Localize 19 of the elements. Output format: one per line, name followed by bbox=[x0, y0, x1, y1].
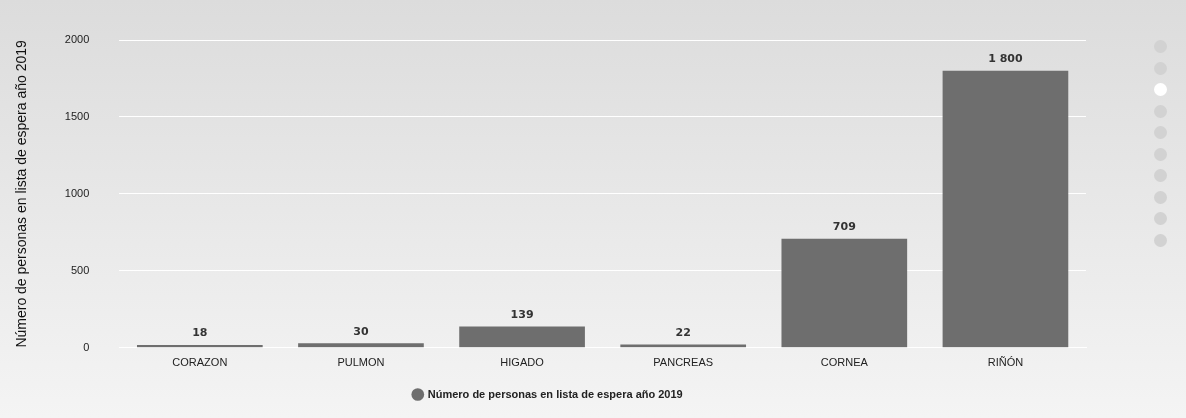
x-tick-label: PANCREAS bbox=[653, 356, 714, 369]
y-tick-label: 500 bbox=[70, 263, 90, 276]
x-tick-label: RIÑÓN bbox=[987, 356, 1024, 369]
legend-label: Número de personas en lista de espera año 2019 bbox=[427, 387, 683, 400]
x-tick-label: CORAZON bbox=[172, 356, 228, 369]
y-tick-label: 1500 bbox=[64, 109, 90, 122]
data-label: 139 bbox=[510, 307, 534, 321]
x-tick-label: HIGADO bbox=[500, 356, 545, 369]
data-label: 709 bbox=[832, 220, 856, 234]
data-label: 22 bbox=[675, 325, 691, 339]
y-tick-label: 1000 bbox=[64, 186, 90, 199]
x-tick-label: CORNEA bbox=[820, 356, 869, 369]
y-axis-title: Número de personas en lista de espera año 2019 bbox=[13, 39, 30, 348]
x-tick-label: PULMON bbox=[337, 356, 385, 369]
y-tick-label: 0 bbox=[83, 340, 90, 353]
data-label: 18 bbox=[192, 326, 208, 340]
data-label: 30 bbox=[353, 324, 369, 338]
data-label: 1 800 bbox=[988, 52, 1023, 66]
y-tick-label: 2000 bbox=[64, 33, 90, 46]
